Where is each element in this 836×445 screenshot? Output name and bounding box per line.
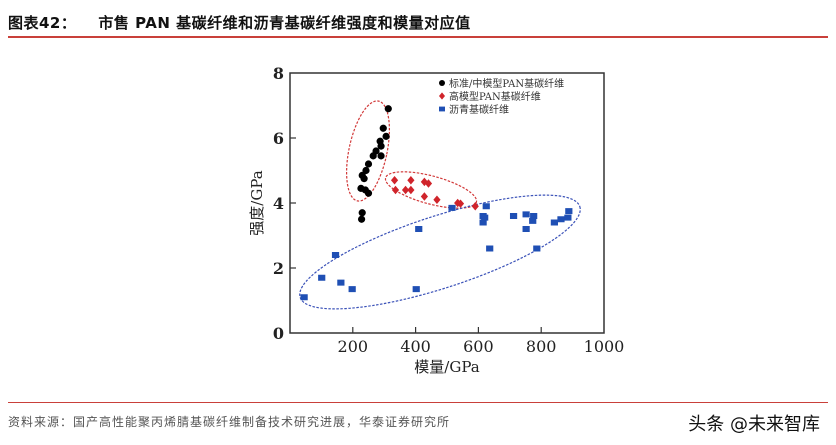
data-point (348, 286, 356, 293)
data-point (522, 211, 530, 218)
data-point (331, 252, 340, 258)
y-tick-label: 6 (273, 129, 284, 148)
data-point (407, 176, 415, 185)
data-point (357, 215, 366, 223)
y-axis-label: 强度/GPa (248, 170, 266, 235)
ellipse-pitch (299, 194, 581, 310)
data-point (530, 213, 538, 219)
data-point (358, 209, 366, 217)
data-point (439, 80, 445, 86)
watermark: 头条 @未来智库 (688, 414, 820, 435)
source-note: 资料来源：国产高性能聚丙烯腈基碳纤维制备技术研究进展，华泰证券研究所 (8, 415, 451, 429)
y-tick-label: 8 (273, 64, 284, 83)
data-point (439, 92, 445, 100)
data-point (456, 199, 465, 208)
data-point (391, 185, 400, 195)
data-point (420, 192, 428, 201)
data-point (360, 175, 368, 183)
plot-frame (289, 72, 605, 334)
x-axis: 200 400 600 800 1000 (338, 327, 625, 356)
data-point (522, 226, 530, 232)
x-tick-label: 200 (338, 337, 369, 356)
data-point (362, 166, 370, 175)
figure-title-text: 市售 PAN 基碳纤维和沥青基碳纤维强度和模量对应值 (98, 14, 471, 32)
figure-title: 图表42： 市售 PAN 基碳纤维和沥青基碳纤维强度和模量对应值 (8, 12, 471, 33)
x-axis-label: 模量/GPa (414, 358, 479, 376)
data-point (479, 219, 487, 226)
data-point (364, 189, 373, 197)
data-point (439, 106, 445, 112)
x-tick-label: 600 (463, 337, 494, 356)
data-point (481, 214, 489, 221)
data-point (369, 152, 377, 160)
data-point (300, 294, 308, 301)
data-point (382, 132, 390, 140)
data-point (420, 177, 428, 187)
x-tick-label: 1000 (584, 337, 625, 356)
cluster-ellipses (299, 100, 581, 310)
y-tick-label: 4 (273, 194, 284, 213)
data-point (412, 286, 420, 293)
figure-header: 图表42： 市售 PAN 基碳纤维和沥青基碳纤维强度和模量对应值 (8, 8, 828, 38)
data-point (377, 142, 385, 150)
figure-label: 图表42： (8, 14, 77, 32)
data-point (482, 203, 490, 210)
data-point (557, 216, 565, 223)
legend-label: 标准/中模型PAN基碳纤维 (449, 77, 564, 90)
data-point (407, 185, 415, 195)
data-point (533, 245, 541, 252)
x-tick-label: 400 (400, 337, 431, 356)
footer-divider (8, 402, 828, 403)
data-point (509, 213, 518, 219)
data-point (448, 204, 456, 211)
y-axis: 0 2 4 6 8 (273, 64, 296, 343)
y-tick-label: 2 (273, 259, 284, 278)
ellipse-standard-pan (346, 100, 390, 202)
y-tick-label: 0 (273, 324, 284, 343)
data-points (300, 105, 573, 301)
data-point (390, 176, 399, 185)
data-point (318, 274, 326, 281)
data-point (564, 214, 572, 221)
legend-label: 沥青基碳纤维 (449, 103, 509, 116)
data-point (565, 208, 573, 215)
data-point (364, 160, 373, 168)
data-point (401, 185, 410, 195)
data-point (377, 152, 385, 160)
data-point (486, 245, 494, 252)
ellipse-high-modulus-pan (384, 171, 478, 209)
data-point (415, 226, 423, 232)
data-point (433, 195, 441, 204)
legend-label: 高模型PAN基碳纤维 (449, 90, 541, 103)
data-point (529, 217, 537, 224)
scatter-chart: 0 2 4 6 8 200 400 600 800 1000 强度/GPa 模量/GPa 标准/… (0, 40, 836, 390)
data-point (550, 219, 558, 226)
data-point (471, 202, 479, 211)
data-point (424, 179, 433, 188)
x-tick-label: 800 (526, 337, 557, 356)
chart-canvas: 0 2 4 6 8 200 400 600 800 1000 强度/GPa 模量/GPa 标准/… (248, 64, 625, 376)
data-point (384, 105, 392, 113)
data-point (379, 124, 387, 132)
data-point (337, 279, 345, 286)
